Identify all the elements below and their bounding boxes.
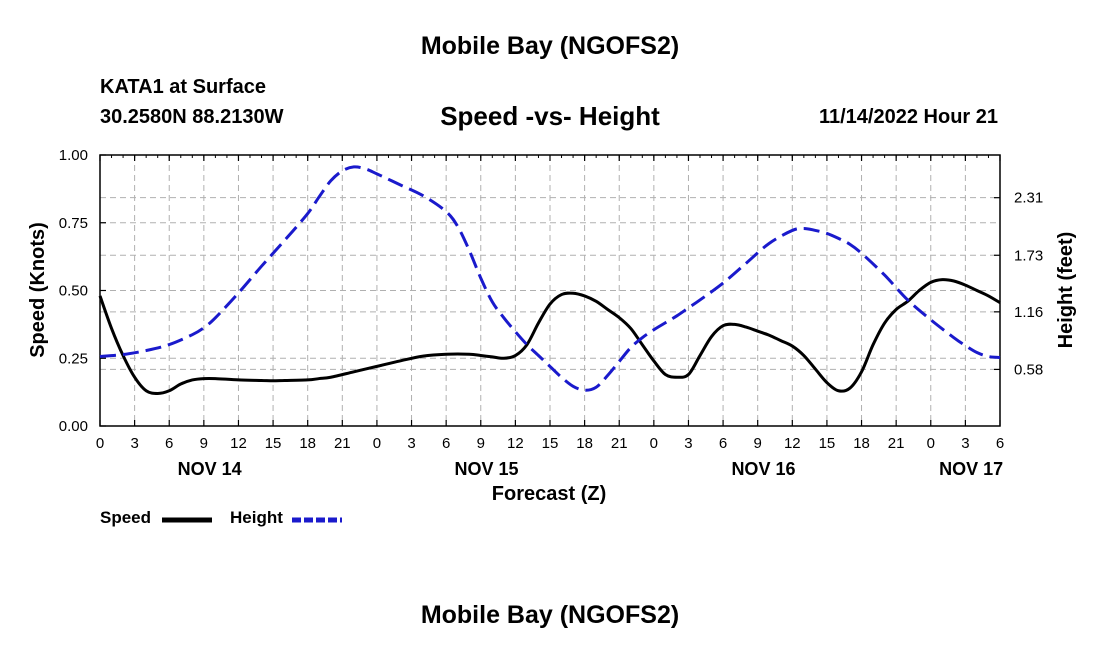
x-tick-label: 15 [819, 435, 836, 452]
x-tick-label: 21 [611, 435, 628, 452]
grid-lines [100, 155, 1000, 426]
y-tick-label: 0.50 [59, 283, 88, 300]
date-label: NOV 17 [939, 459, 1003, 479]
x-tick-label: 0 [96, 435, 104, 452]
y-tick-label: 0.75 [59, 215, 88, 232]
main-title: Mobile Bay (NGOFS2) [420, 32, 680, 60]
x-tick-label: 12 [230, 435, 247, 452]
x-tick-label: 15 [265, 435, 282, 452]
x-tick-label: 12 [507, 435, 524, 452]
series-line-height [99, 165, 1001, 392]
y-tick-label: 1.00 [59, 147, 88, 164]
x-tick-label: 9 [477, 435, 485, 452]
x-tick-label: 0 [650, 435, 658, 452]
chart-title: Speed -vs- Height [440, 101, 660, 131]
x-tick-label: 6 [996, 435, 1004, 452]
y2-tick-label: 1.73 [1014, 247, 1043, 264]
x-tick-label: 6 [719, 435, 727, 452]
bottom-title: Mobile Bay (NGOFS2) [420, 601, 680, 629]
x-tick-label: 3 [130, 435, 138, 452]
x-tick-label: 6 [165, 435, 173, 452]
x-tick-label: 0 [927, 435, 935, 452]
y2-tick-label: 2.31 [1014, 190, 1043, 207]
legend-height-label: Height [230, 508, 283, 527]
date-label: NOV 16 [731, 459, 795, 479]
y2-tick-label: 0.58 [1014, 361, 1043, 378]
y2-axis-label: Height (feet) [1055, 232, 1077, 349]
x-tick-label: 18 [853, 435, 870, 452]
series-lines [98, 165, 1001, 395]
x-tick-label: 3 [961, 435, 969, 452]
x-tick-label: 3 [407, 435, 415, 452]
x-tick-label: 9 [200, 435, 208, 452]
x-tick-label: 18 [576, 435, 593, 452]
date-label: NOV 14 [178, 459, 242, 479]
y-tick-label: 0.00 [59, 418, 88, 435]
y2-tick-label: 1.16 [1014, 304, 1043, 321]
x-tick-label: 21 [334, 435, 351, 452]
x-tick-label: 12 [784, 435, 801, 452]
station-name: KATA1 at Surface [100, 76, 266, 98]
axis-ticks: 0 3 6 9 12 15 18 21 0 3 6 9 12 15 18 21 0 3 6 9 12 15 18 21 0 3 6 0… [59, 147, 1043, 479]
x-tick-label: 3 [684, 435, 692, 452]
series-line-speed [98, 278, 1001, 395]
x-axis-label: Forecast (Z) [492, 483, 606, 505]
legend-speed-label: Speed [100, 508, 152, 527]
x-tick-label: 9 [754, 435, 762, 452]
y-axis-label: Speed (Knots) [27, 222, 49, 358]
x-tick-label: 6 [442, 435, 450, 452]
x-tick-label: 18 [299, 435, 316, 452]
speed-height-chart: 0 3 6 9 12 15 18 21 0 3 6 9 12 15 18 21 0 3 6 9 12 15 18 21 0 3 6 0… [27, 147, 1077, 505]
date-label: NOV 15 [455, 459, 519, 479]
x-tick-label: 15 [542, 435, 559, 452]
y-tick-label: 0.25 [59, 350, 88, 367]
x-tick-label: 0 [373, 435, 381, 452]
station-coordinates: 30.2580N 88.2130W [100, 106, 284, 128]
x-tick-label: 21 [888, 435, 905, 452]
legend-speed-swatch [162, 517, 212, 523]
legend-height-swatch [292, 517, 342, 523]
forecast-datetime: 11/14/2022 Hour 21 [818, 106, 998, 128]
